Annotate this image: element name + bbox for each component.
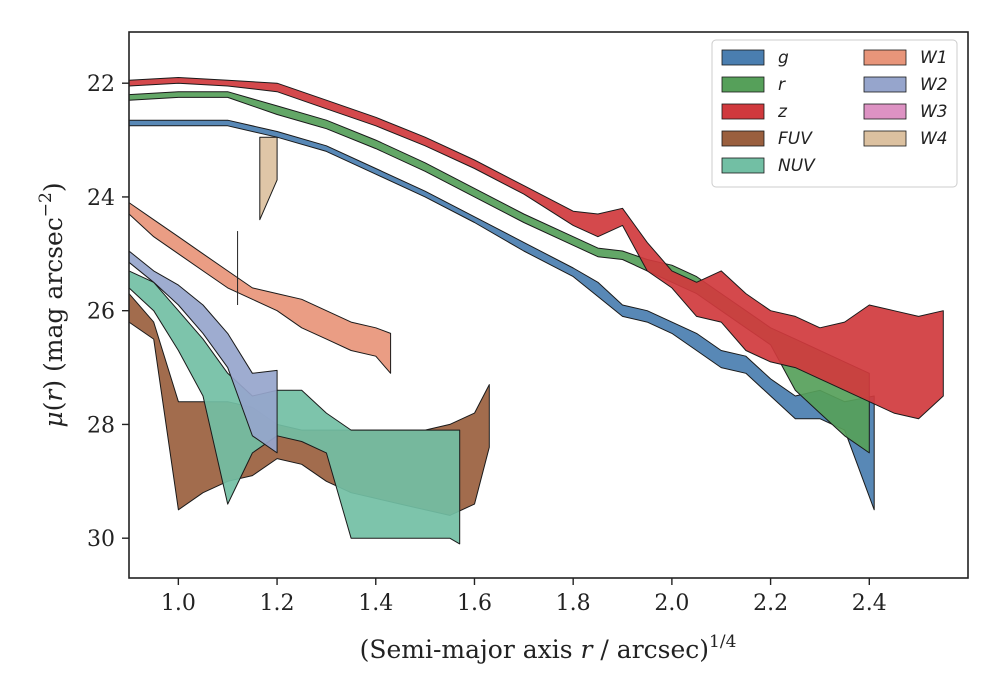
y-tick-label: 28 xyxy=(87,413,115,438)
band-g xyxy=(128,119,875,511)
legend-item-w4: W4 xyxy=(863,129,948,149)
legend: grz FUV NUV W1 W2 W3 W4 xyxy=(711,39,958,188)
legend-item-w3: W3 xyxy=(863,102,948,122)
x-axis-ticks: 1.0 1.2 1.4 1.6 1.8 2.0 2.2 2.4 xyxy=(161,578,887,616)
y-axis-ticks: 22 24 26 28 30 xyxy=(87,72,129,552)
x-tick-label: 2.0 xyxy=(654,591,689,616)
legend-swatch xyxy=(863,49,907,66)
band-z xyxy=(128,77,944,420)
band-r xyxy=(128,91,870,454)
legend-label: W3 xyxy=(920,102,948,122)
x-tick-label: 2.4 xyxy=(852,591,887,616)
x-tick-label: 1.6 xyxy=(457,591,492,616)
legend-swatch xyxy=(863,103,907,120)
legend-item-w2: W2 xyxy=(863,75,948,95)
legend-label: W2 xyxy=(920,75,948,95)
legend-label: NUV xyxy=(778,156,816,176)
profile-bands xyxy=(128,77,944,545)
band-w4 xyxy=(259,136,278,221)
legend-label: g xyxy=(778,48,789,68)
y-tick-label: 26 xyxy=(87,300,115,325)
plot-frame xyxy=(128,31,969,579)
legend-swatch xyxy=(863,76,907,93)
legend-label: z xyxy=(777,102,788,122)
legend-swatch xyxy=(863,130,907,147)
legend-label: FUV xyxy=(778,129,813,149)
x-tick-label: 1.2 xyxy=(260,591,295,616)
legend-label: W1 xyxy=(920,48,948,68)
legend-item-nuv: NUV xyxy=(721,156,816,176)
legend-item-g: g xyxy=(721,48,789,68)
legend-swatch xyxy=(721,103,765,120)
y-tick-label: 30 xyxy=(87,527,115,552)
y-axis-label: μ(r) (mag arcsec−2) xyxy=(36,182,68,427)
y-tick-label: 22 xyxy=(87,72,115,97)
band-w2 xyxy=(128,250,278,454)
legend-swatch xyxy=(721,76,765,93)
y-tick-label: 24 xyxy=(87,186,115,211)
legend-swatch xyxy=(721,130,765,147)
x-tick-label: 1.0 xyxy=(161,591,196,616)
legend-swatch xyxy=(721,49,765,66)
x-tick-label: 1.8 xyxy=(556,591,591,616)
legend-swatch xyxy=(721,157,765,174)
x-axis-label: (Semi-major axis r / arcsec)1/4 xyxy=(360,632,737,664)
legend-item-w1: W1 xyxy=(863,48,948,68)
legend-item-r: r xyxy=(721,75,786,95)
band-w1 xyxy=(128,202,392,374)
legend-item-z: z xyxy=(721,102,788,122)
x-tick-label: 2.2 xyxy=(753,591,788,616)
legend-item-fuv: FUV xyxy=(721,129,813,149)
legend-label: r xyxy=(778,75,786,95)
legend-label: W4 xyxy=(920,129,948,149)
x-tick-label: 1.4 xyxy=(358,591,393,616)
